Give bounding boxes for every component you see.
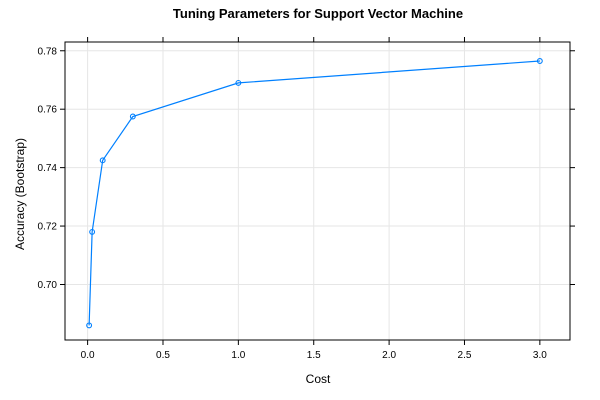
data-point <box>129 113 136 120</box>
series <box>86 58 543 329</box>
x-tick-label: 1.0 <box>231 350 245 361</box>
series-line <box>88 60 540 326</box>
y-tick-label: 0.70 <box>38 280 58 291</box>
grid <box>65 42 570 340</box>
y-axis-label: Accuracy (Bootstrap) <box>13 138 27 250</box>
x-tick-label: 2.5 <box>458 350 472 361</box>
data-point <box>89 228 96 235</box>
plot-frame <box>64 41 571 341</box>
data-point <box>99 157 106 164</box>
x-axis-label: Cost <box>306 372 331 386</box>
data-point <box>536 58 543 64</box>
y-tick-label: 0.76 <box>38 105 58 116</box>
y-tick-label: 0.78 <box>38 46 58 57</box>
x-tick-label: 0.5 <box>156 350 170 361</box>
axis-ticks: 0.0 0.5 1.0 1.5 2.0 2.5 3.0 0.70 0.72 0.74 0.76 0.7… <box>38 37 575 361</box>
y-tick-label: 0.74 <box>38 163 58 174</box>
data-point <box>235 79 242 86</box>
x-tick-label: 0.0 <box>81 350 95 361</box>
data-point <box>86 322 93 329</box>
x-tick-label: 3.0 <box>533 350 547 361</box>
y-tick-label: 0.72 <box>38 222 58 233</box>
x-tick-label: 1.5 <box>307 350 321 361</box>
x-tick-label: 2.0 <box>382 350 396 361</box>
chart-title: Tuning Parameters for Support Vector Mac… <box>173 6 463 21</box>
